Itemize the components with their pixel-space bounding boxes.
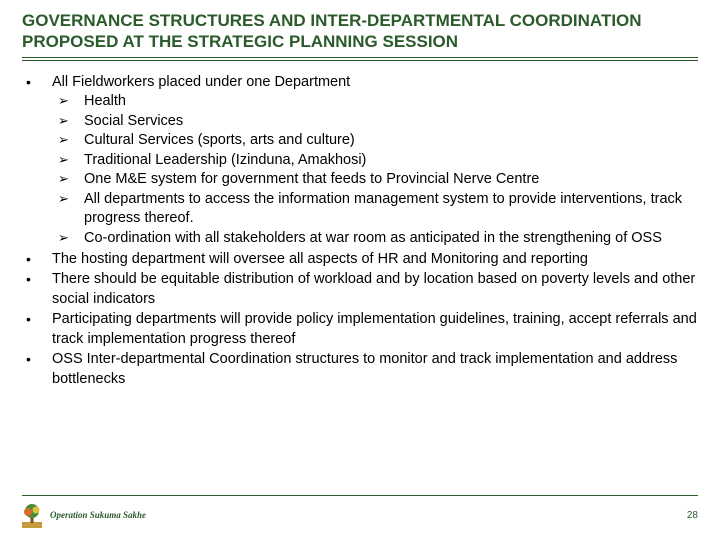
sub-bullet-text: Social Services xyxy=(84,113,183,129)
bullet-item: OSS Inter-departmental Coordination stru… xyxy=(24,350,698,389)
sub-bullet-item: All departments to access the informatio… xyxy=(58,190,698,229)
sub-bullet-text: Co-ordination with all stakeholders at w… xyxy=(84,230,662,246)
bullet-item: All Fieldworkers placed under one Depart… xyxy=(24,73,698,249)
bullet-item: There should be equitable distribution o… xyxy=(24,270,698,309)
sub-bullet-text: All departments to access the informatio… xyxy=(84,191,682,227)
bullet-text: All Fieldworkers placed under one Depart… xyxy=(52,74,350,90)
sub-bullet-text: Cultural Services (sports, arts and cult… xyxy=(84,132,355,148)
sub-bullet-text: One M&E system for government that feeds… xyxy=(84,171,539,187)
slide-body: All Fieldworkers placed under one Depart… xyxy=(22,73,698,390)
bullet-text: Participating departments will provide p… xyxy=(52,311,697,347)
bullet-item: The hosting department will oversee all … xyxy=(24,250,698,270)
bullet-text: OSS Inter-departmental Coordination stru… xyxy=(52,351,677,387)
bullet-text: There should be equitable distribution o… xyxy=(52,271,695,307)
sub-bullet-text: Traditional Leadership (Izinduna, Amakho… xyxy=(84,152,366,168)
slide-title: GOVERNANCE STRUCTURES AND INTER-DEPARTME… xyxy=(22,10,698,61)
page-number: 28 xyxy=(687,510,698,521)
sub-bullet-item: Social Services xyxy=(58,112,698,132)
bullet-text: The hosting department will oversee all … xyxy=(52,251,588,267)
sub-bullet-item: Co-ordination with all stakeholders at w… xyxy=(58,229,698,249)
tree-logo-icon xyxy=(22,502,42,528)
sub-bullet-item: Cultural Services (sports, arts and cult… xyxy=(58,131,698,151)
bullet-item: Participating departments will provide p… xyxy=(24,310,698,349)
sub-bullet-text: Health xyxy=(84,93,126,109)
sub-bullet-item: One M&E system for government that feeds… xyxy=(58,170,698,190)
sub-bullet-item: Traditional Leadership (Izinduna, Amakho… xyxy=(58,151,698,171)
footer-caption: Operation Sukuma Sakhe xyxy=(50,510,146,520)
footer-divider xyxy=(22,495,698,496)
sub-bullet-item: Health xyxy=(58,92,698,112)
